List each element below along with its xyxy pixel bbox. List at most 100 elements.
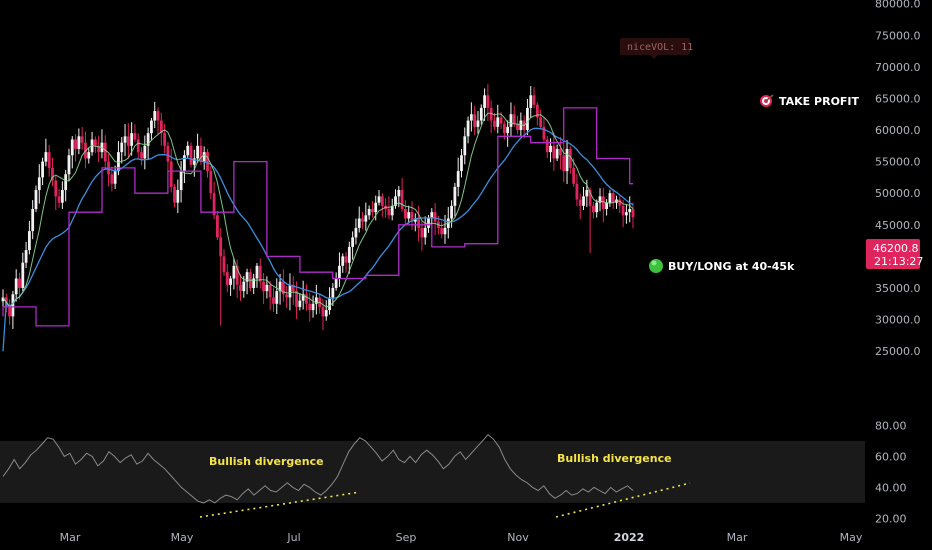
current-price-box: 46200.8 21:13:27 [866, 239, 923, 269]
candle-body [351, 237, 355, 247]
rsi-tick-label: 20.00 [875, 512, 907, 525]
candle-body [328, 297, 331, 311]
candle-body [1, 297, 5, 302]
y-tick-label: 55000.0 [875, 156, 921, 169]
y-axis: 85000.080000.075000.070000.065000.060000… [875, 0, 921, 358]
rsi-line [2, 434, 634, 504]
candle-body [394, 196, 397, 206]
candle-body [535, 104, 539, 118]
candle-body [562, 155, 566, 172]
candle-body [529, 95, 533, 108]
x-tick-label: Jul [286, 531, 300, 544]
candle-body [397, 190, 401, 197]
candle-body [493, 120, 496, 127]
candle-body [410, 212, 414, 222]
candle-body [80, 136, 84, 143]
candle-body [559, 148, 562, 156]
candle-body [572, 167, 576, 184]
candle-body [192, 158, 196, 165]
candle-body [18, 278, 21, 288]
candle-body [110, 174, 114, 184]
candle-body [166, 145, 170, 162]
candle-body [588, 190, 592, 206]
candle-body [278, 281, 282, 292]
rsi-band [0, 440, 865, 503]
candle-body [222, 256, 226, 273]
candle-body [582, 196, 585, 206]
candle-body [27, 231, 31, 251]
candle-body [146, 133, 150, 146]
divergence-label-2: Bullish divergence [557, 452, 672, 465]
candle-body [11, 294, 15, 317]
candle-body [311, 303, 315, 311]
candle-body [552, 145, 556, 159]
candle-body [423, 227, 427, 238]
candle-body [31, 208, 35, 232]
candle-body [341, 256, 345, 266]
candle-body [371, 208, 374, 213]
candle-body [476, 120, 480, 127]
candle-body [285, 294, 289, 298]
candle-body [113, 171, 117, 184]
candle-body [57, 196, 61, 203]
candle-body [255, 265, 259, 279]
candle-body [156, 111, 160, 121]
candle-body [380, 196, 384, 206]
candle-body [252, 278, 256, 288]
candle-body [8, 306, 11, 317]
candle-body [565, 148, 569, 172]
candle-body [186, 145, 190, 156]
take-profit-annotation: TAKE PROFIT [760, 94, 860, 108]
candle-body [404, 208, 407, 219]
candle-body [334, 278, 338, 288]
candle-body [545, 139, 549, 153]
candle-body [585, 190, 589, 197]
candle-body [67, 155, 71, 175]
candle-body [229, 278, 232, 285]
candle-body [93, 139, 97, 146]
candle-body [575, 183, 579, 200]
candle-body [51, 167, 54, 181]
candle-body [506, 126, 510, 134]
target-icon [760, 94, 774, 107]
candle-body [618, 199, 622, 206]
candle-body [272, 297, 275, 304]
candle-body [97, 145, 101, 153]
candle-body [539, 117, 543, 127]
candle-body [512, 114, 516, 124]
candle-body [463, 136, 467, 156]
candle-body [489, 107, 493, 121]
candle-body [64, 174, 68, 191]
candle-body [196, 145, 200, 159]
candle-body [453, 186, 457, 206]
candle-body [265, 284, 269, 292]
candle-body [136, 139, 140, 153]
candle-body [242, 281, 246, 292]
candle-body [621, 205, 625, 216]
candle-body [14, 278, 18, 295]
candle-body [183, 155, 186, 172]
candle-body [364, 215, 368, 222]
y-tick-label: 70000.0 [875, 61, 921, 74]
y-tick-label: 45000.0 [875, 219, 921, 232]
x-tick-label: Nov [507, 531, 529, 544]
candle-body [34, 190, 38, 209]
candle-body [519, 120, 523, 131]
candle-body [407, 212, 411, 219]
candle-body [268, 284, 272, 298]
buy-long-label: BUY/LONG at 40-45k [668, 260, 795, 273]
candles [1, 84, 635, 331]
candle-body [344, 256, 348, 263]
candle-body [212, 193, 216, 216]
candle-body [460, 155, 463, 172]
green-circle-icon [649, 259, 663, 273]
candle-body [103, 142, 107, 162]
candle-body [301, 294, 305, 301]
current-price: 46200.8 [873, 242, 919, 255]
candle-body [532, 95, 536, 105]
candle-body [605, 202, 609, 209]
candle-body [502, 123, 506, 134]
candle-body [239, 284, 242, 292]
candle-body [450, 205, 453, 219]
